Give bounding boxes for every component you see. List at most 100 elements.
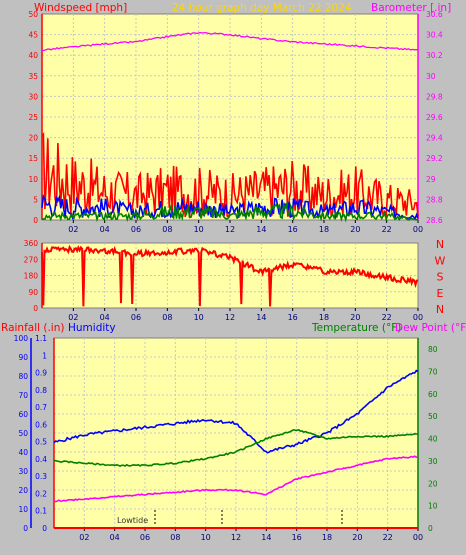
barometer-axis-title: Barometer [.in] <box>371 2 451 14</box>
rainfall-tick-label: 0.5 <box>35 438 47 447</box>
rainfall-tick-label: 1.1 <box>35 334 47 343</box>
x-tick-label: 14 <box>256 313 266 322</box>
x-tick-label: 10 <box>194 313 204 322</box>
x-tick-label: 06 <box>140 533 150 542</box>
windspeed-tick-label: 10 <box>28 175 38 184</box>
humidity-tick-label: 90 <box>18 353 28 362</box>
humidity-tick-label: 30 <box>18 467 28 476</box>
temperature-tick-label: 0 <box>428 524 433 533</box>
rainfall-tick-label: 0.3 <box>35 472 47 481</box>
rainfall-tick-label: 0.7 <box>35 403 47 412</box>
barometer-tick-label: 30 <box>426 72 436 81</box>
compass-label: N <box>436 303 444 316</box>
x-tick-label: 12 <box>231 533 241 542</box>
x-tick-label: 22 <box>382 225 392 234</box>
direction-tick-label: 90 <box>28 288 38 297</box>
barometer-tick-label: 29 <box>426 175 436 184</box>
x-tick-label: 16 <box>292 533 302 542</box>
lowtide-label: Lowtide <box>117 516 148 525</box>
barometer-tick-label: 30.6 <box>426 10 443 19</box>
wind-low-line <box>41 201 419 223</box>
x-tick-label: 20 <box>352 533 362 542</box>
wind-direction-line <box>41 244 419 307</box>
rainfall-axis-title: Rainfall (.in) <box>1 322 64 334</box>
dewpoint-axis-title: Dew Point (°F) <box>395 322 466 334</box>
x-tick-label: 00 <box>413 313 423 322</box>
barometer-tick-label: 29.2 <box>426 154 443 163</box>
windspeed-tick-label: 45 <box>28 31 38 40</box>
direction-tick-label: 360 <box>24 239 39 248</box>
direction-tick-label: 0 <box>33 304 38 313</box>
temperature-tick-label: 50 <box>428 412 438 421</box>
compass-label: N <box>436 238 444 251</box>
windspeed-axis-title: Windspeed [mph] <box>34 2 127 14</box>
humidity-temperature-panel: 010203040506070809010000.10.20.30.40.50.… <box>14 334 438 542</box>
x-tick-label: 04 <box>100 313 110 322</box>
x-tick-label: 02 <box>79 533 89 542</box>
x-tick-label: 10 <box>201 533 211 542</box>
windspeed-tick-label: 15 <box>28 154 38 163</box>
x-tick-label: 06 <box>131 313 141 322</box>
x-tick-label: 16 <box>288 225 298 234</box>
temperature-tick-label: 40 <box>428 435 438 444</box>
x-tick-label: 06 <box>131 225 141 234</box>
barometer-tick-label: 30.2 <box>426 51 443 60</box>
windspeed-tick-label: 20 <box>28 134 38 143</box>
humidity-tick-label: 40 <box>18 448 28 457</box>
compass-label: S <box>437 271 444 284</box>
x-tick-label: 20 <box>350 225 360 234</box>
x-tick-label: 10 <box>194 225 204 234</box>
x-tick-label: 14 <box>261 533 271 542</box>
windspeed-tick-label: 50 <box>28 10 38 19</box>
barometer-tick-label: 30.4 <box>426 31 443 40</box>
x-tick-label: 22 <box>382 313 392 322</box>
temperature-tick-label: 30 <box>428 457 438 466</box>
humidity-tick-label: 60 <box>18 410 28 419</box>
rainfall-tick-label: 0.8 <box>35 386 47 395</box>
direction-tick-label: 270 <box>24 255 39 264</box>
compass-label: E <box>437 287 444 300</box>
humidity-tick-label: 50 <box>18 429 28 438</box>
humidity-axis-title: Humidity <box>68 322 116 334</box>
wind-average-line <box>41 193 419 221</box>
x-tick-label: 18 <box>319 225 329 234</box>
x-tick-label: 18 <box>322 533 332 542</box>
temperature-tick-label: 20 <box>428 479 438 488</box>
windspeed-tick-label: 30 <box>28 92 38 101</box>
humidity-tick-label: 10 <box>18 505 28 514</box>
x-tick-label: 08 <box>162 313 172 322</box>
x-tick-label: 08 <box>162 225 172 234</box>
rainfall-tick-label: 0.1 <box>35 507 47 516</box>
rainfall-tick-label: 0 <box>42 524 47 533</box>
x-tick-label: 16 <box>288 313 298 322</box>
x-tick-label: 22 <box>383 533 393 542</box>
windspeed-tick-label: 5 <box>33 195 38 204</box>
humidity-tick-label: 100 <box>14 334 29 343</box>
barometer-tick-label: 29.6 <box>426 113 443 122</box>
windspeed-tick-label: 0 <box>33 216 38 225</box>
compass-label: W <box>435 254 446 267</box>
humidity-tick-label: 20 <box>18 486 28 495</box>
barometer-tick-label: 28.6 <box>426 216 443 225</box>
x-tick-label: 04 <box>110 533 120 542</box>
x-tick-label: 14 <box>256 225 266 234</box>
graph-title: 24 hour graph day March 22 2024 <box>172 2 352 14</box>
wind-barometer-panel: 0 5 10 15 20 25 30 35 40 45 50 28.6 28.8 29 29.2 29.4 29… <box>28 10 442 234</box>
rainfall-tick-label: 0.9 <box>35 369 47 378</box>
x-tick-label: 02 <box>68 313 78 322</box>
barometer-tick-label: 29.8 <box>426 92 443 101</box>
barometer-line <box>41 31 418 52</box>
rainfall-tick-label: 1 <box>42 351 47 360</box>
humidity-line <box>53 369 419 454</box>
temperature-tick-label: 80 <box>428 345 438 354</box>
barometer-tick-label: 28.8 <box>426 195 443 204</box>
rainfall-tick-label: 0.2 <box>35 489 47 498</box>
x-tick-label: 08 <box>170 533 180 542</box>
windspeed-tick-label: 35 <box>28 72 38 81</box>
humidity-tick-label: 0 <box>23 524 28 533</box>
temperature-line <box>53 428 419 467</box>
windspeed-tick-label: 40 <box>28 51 38 60</box>
temperature-tick-label: 70 <box>428 368 438 377</box>
